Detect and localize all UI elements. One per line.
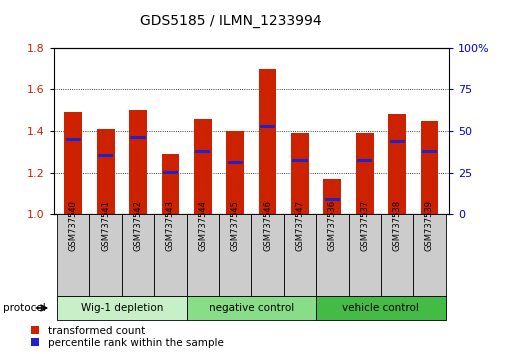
Text: GSM737543: GSM737543 [166,200,175,251]
Text: GSM737547: GSM737547 [295,200,304,251]
Bar [284,214,316,296]
Bar [66,138,81,141]
Text: negative control: negative control [209,303,294,313]
Text: GSM737544: GSM737544 [199,200,207,251]
Bar [195,150,210,153]
Bar [381,214,413,296]
Bar [291,133,309,214]
Text: GSM737540: GSM737540 [69,200,78,251]
Text: GSM737537: GSM737537 [360,200,369,251]
Bar [57,214,89,296]
Text: GSM737546: GSM737546 [263,200,272,251]
Legend: transformed count, percentile rank within the sample: transformed count, percentile rank withi… [31,326,223,348]
Bar [348,214,381,296]
Text: GDS5185 / ILMN_1233994: GDS5185 / ILMN_1233994 [140,14,322,28]
Bar [57,296,187,320]
Bar [316,296,446,320]
Bar [187,214,219,296]
Bar [422,150,437,153]
Bar [162,154,180,214]
Bar [226,131,244,214]
Bar [122,214,154,296]
Bar [388,114,406,214]
Bar [130,136,146,139]
Bar [356,133,373,214]
Bar [413,214,446,296]
Bar [98,154,113,158]
Bar [97,129,114,214]
Bar [389,140,405,143]
Text: GSM737545: GSM737545 [231,200,240,251]
Bar [323,179,341,214]
Text: Wig-1 depletion: Wig-1 depletion [81,303,163,313]
Bar [228,161,243,164]
Bar [421,121,438,214]
Text: GSM737541: GSM737541 [101,200,110,251]
Bar [187,296,316,320]
Bar [259,69,277,214]
Bar [251,214,284,296]
Bar [163,171,178,174]
Bar [89,214,122,296]
Text: GSM737536: GSM737536 [328,200,337,251]
Text: vehicle control: vehicle control [343,303,419,313]
Text: GSM737542: GSM737542 [133,200,143,251]
Bar [292,159,307,162]
Bar [194,119,212,214]
Bar [357,159,372,162]
Bar [154,214,187,296]
Text: GSM737538: GSM737538 [392,200,402,251]
Bar [316,214,348,296]
Text: GSM737539: GSM737539 [425,200,434,251]
Bar [129,110,147,214]
Bar [260,125,275,129]
Bar [65,112,82,214]
Bar [325,198,340,201]
Text: protocol: protocol [3,303,45,313]
Bar [219,214,251,296]
